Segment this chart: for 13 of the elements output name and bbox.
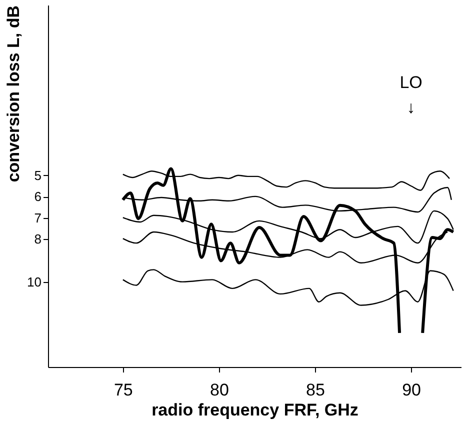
x-tick-label: 80 bbox=[210, 380, 229, 400]
y-axis-title: conversion loss L, dB bbox=[4, 6, 24, 182]
annotation: ↓ bbox=[406, 98, 416, 117]
y-tick-label: 6 bbox=[34, 189, 42, 204]
x-tick-label: 85 bbox=[306, 380, 325, 400]
x-tick-label: 90 bbox=[402, 380, 422, 400]
y-tick-label: 8 bbox=[34, 232, 42, 247]
y-tick-label: 7 bbox=[34, 210, 42, 226]
x-tick-label: 75 bbox=[114, 380, 133, 400]
y-tick-label: 10 bbox=[27, 274, 42, 290]
x-axis-title: radio frequency FRF, GHz bbox=[152, 400, 358, 420]
y-tick-label: 5 bbox=[34, 168, 42, 183]
annotation: LO bbox=[400, 73, 422, 92]
